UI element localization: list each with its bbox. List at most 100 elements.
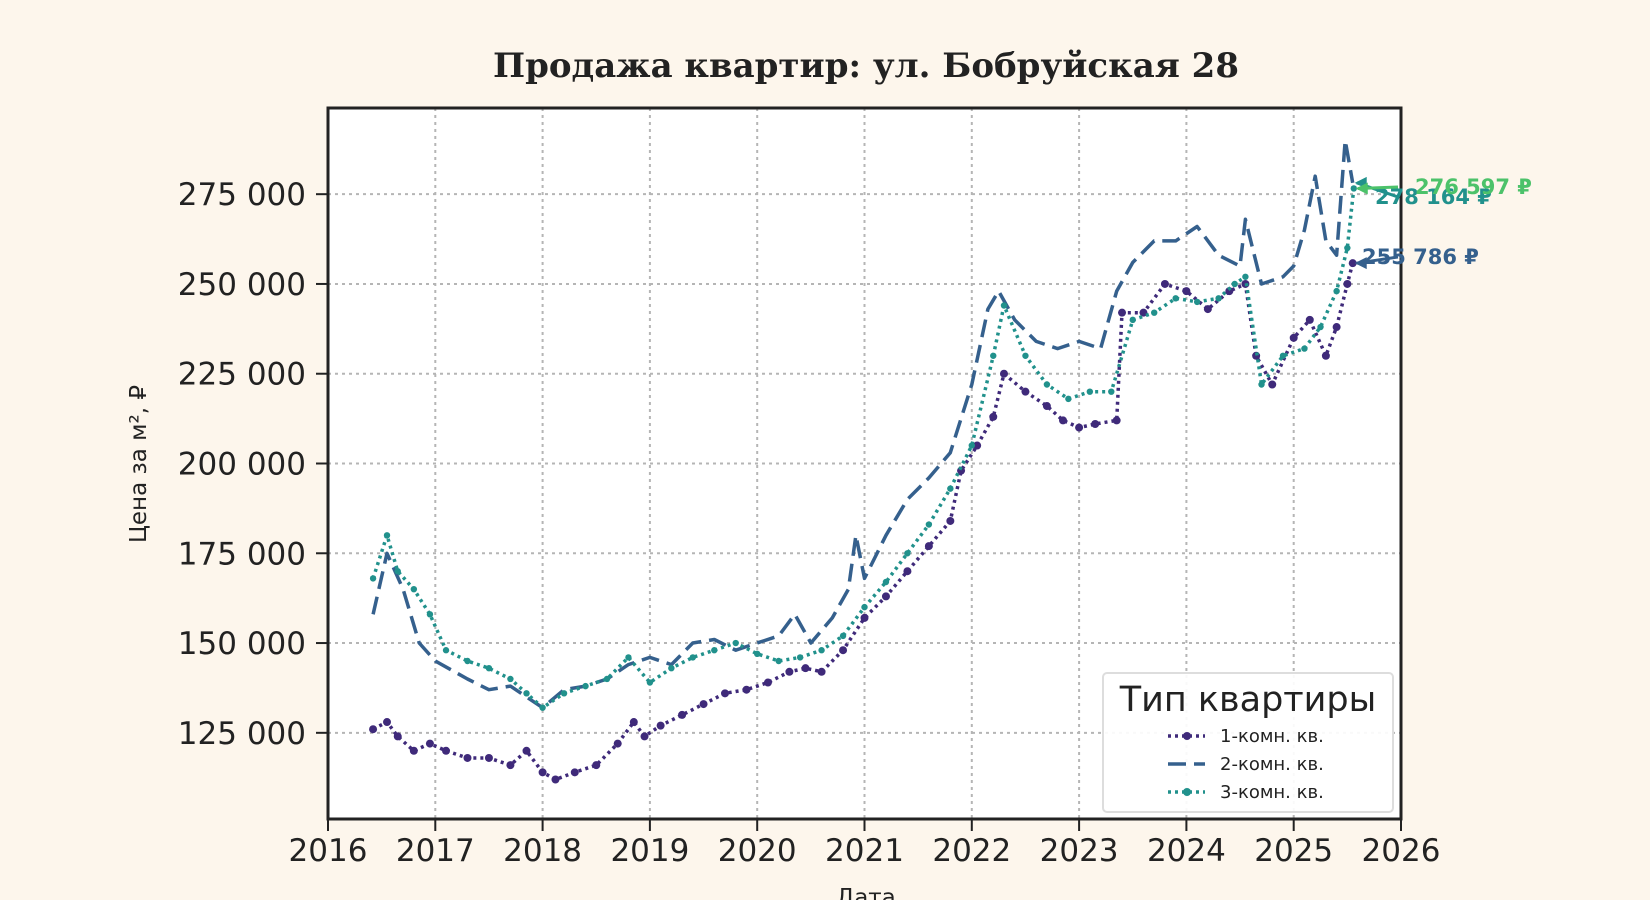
series-1-point bbox=[881, 592, 890, 601]
x-tick-label: 2017 bbox=[396, 833, 475, 869]
x-tick-label: 2025 bbox=[1254, 833, 1333, 869]
series-3-point bbox=[732, 639, 739, 647]
series-1-point bbox=[973, 441, 982, 450]
series-3-point bbox=[1151, 309, 1158, 316]
series-1-point bbox=[1268, 380, 1277, 389]
y-tick-label: 250 000 bbox=[178, 267, 306, 303]
x-tick-label: 2021 bbox=[825, 833, 904, 869]
legend: Тип квартиры 1-комн. кв. 2-комн. кв. 3-комн… bbox=[1102, 672, 1394, 813]
legend-entry-2: 2-комн. кв. bbox=[1220, 754, 1324, 775]
series-3-point bbox=[426, 611, 434, 618]
x-tick-label: 2022 bbox=[932, 833, 1011, 869]
series-1-point bbox=[1112, 416, 1121, 425]
y-tick-label: 150 000 bbox=[178, 626, 306, 662]
y-tick-label: 175 000 bbox=[178, 536, 306, 572]
series-3-point bbox=[1108, 388, 1115, 395]
series-1-point bbox=[817, 667, 826, 676]
series-group bbox=[369, 138, 1357, 784]
series-3-point bbox=[485, 664, 493, 672]
x-tick-label: 2018 bbox=[503, 833, 582, 869]
series-3-point bbox=[369, 575, 377, 582]
series-1-point bbox=[613, 739, 622, 748]
series-1-point bbox=[1321, 351, 1330, 360]
series-3-point bbox=[1350, 185, 1357, 192]
series-1-point bbox=[522, 746, 531, 755]
series-1-point bbox=[699, 700, 708, 709]
series-3-point bbox=[947, 485, 954, 492]
y-tick-label: 275 000 bbox=[178, 177, 306, 213]
series-3-point bbox=[507, 675, 514, 683]
end-label-1: 255 786 ₽ bbox=[1362, 245, 1479, 269]
series-1-point bbox=[839, 646, 848, 655]
axis-ticks: 2016 2017 2018 2019 2020 2021 2022 2023 2024 2025… bbox=[178, 177, 1441, 869]
series-1-point bbox=[1348, 259, 1357, 268]
x-tick-label: 2023 bbox=[1040, 833, 1119, 869]
series-3-point bbox=[796, 654, 804, 661]
series-1-point bbox=[903, 567, 912, 576]
series-1-point bbox=[989, 412, 998, 421]
series-3-point bbox=[1333, 287, 1340, 295]
series-1-point bbox=[383, 718, 392, 727]
series-3-point bbox=[1172, 295, 1179, 302]
series-1-point bbox=[1182, 287, 1191, 296]
series-3-point bbox=[394, 568, 401, 575]
series-1-point bbox=[1139, 308, 1148, 317]
series-line-3 bbox=[371, 188, 1356, 710]
series-1-point bbox=[1160, 279, 1169, 288]
series-3-point bbox=[410, 585, 418, 593]
series-3-point bbox=[582, 682, 589, 690]
x-tick-label: 2026 bbox=[1362, 833, 1441, 869]
series-1-point bbox=[678, 710, 687, 719]
series-3-point bbox=[1301, 345, 1308, 352]
series-3-point bbox=[1000, 302, 1008, 309]
series-3-point bbox=[625, 654, 632, 661]
x-tick-label: 2020 bbox=[718, 833, 797, 869]
series-3-point bbox=[442, 647, 450, 654]
series-3-point bbox=[904, 550, 911, 557]
series-1-point bbox=[1343, 279, 1352, 288]
series-3-point bbox=[539, 704, 546, 711]
series-3-point bbox=[1317, 323, 1324, 331]
series-1-point bbox=[629, 718, 638, 727]
end-label-arrowhead bbox=[1355, 182, 1368, 195]
series-3-point bbox=[603, 675, 611, 683]
series-3-point bbox=[968, 442, 975, 449]
series-1-point bbox=[1332, 323, 1341, 332]
series-3-point bbox=[383, 532, 391, 539]
series-3-point bbox=[1043, 381, 1051, 388]
series-1-point bbox=[640, 732, 649, 741]
series-1-point bbox=[551, 775, 560, 784]
series-1-point bbox=[1118, 308, 1127, 317]
series-1-point bbox=[999, 369, 1008, 378]
x-tick-label: 2024 bbox=[1147, 833, 1226, 869]
end-labels: 255 786 ₽ 278 164 ₽276 597 ₽ bbox=[1354, 175, 1532, 270]
legend-marker-3 bbox=[1183, 788, 1191, 796]
series-3-point bbox=[1258, 381, 1265, 388]
y-axis-label: Цена за м², ₽ bbox=[126, 385, 152, 543]
series-3-point bbox=[464, 657, 471, 665]
series-1-point bbox=[742, 685, 751, 694]
end-label-3: 276 597 ₽ bbox=[1415, 175, 1532, 199]
series-1-point bbox=[592, 761, 601, 770]
legend-box bbox=[1102, 672, 1394, 813]
series-1-point bbox=[785, 667, 794, 676]
series-3-point bbox=[1279, 352, 1287, 359]
series-3-point bbox=[1193, 298, 1201, 306]
y-tick-label: 200 000 bbox=[178, 447, 306, 483]
series-3-point bbox=[1231, 280, 1238, 288]
series-1-point bbox=[1021, 387, 1030, 396]
series-1-point bbox=[1203, 305, 1212, 314]
series-3-point bbox=[1086, 388, 1094, 395]
end-label-2: 278 164 ₽ bbox=[1375, 185, 1492, 209]
series-1-point bbox=[1075, 423, 1084, 432]
series-3-point bbox=[925, 521, 933, 528]
series-1-point bbox=[463, 753, 472, 762]
series-1-point bbox=[538, 768, 547, 777]
series-3-point bbox=[711, 647, 718, 654]
x-axis-label: Дата bbox=[836, 885, 896, 900]
series-3-point bbox=[754, 650, 761, 658]
series-3-point bbox=[668, 664, 675, 672]
series-1-point bbox=[409, 746, 418, 755]
series-3-point bbox=[1344, 244, 1351, 252]
